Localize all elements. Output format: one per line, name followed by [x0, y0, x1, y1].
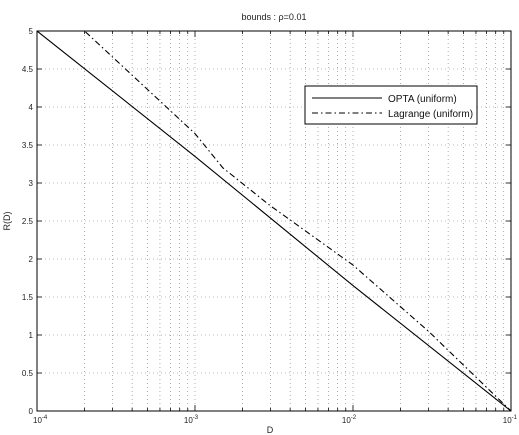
legend-box	[304, 85, 478, 125]
y-tick-label: 2	[29, 255, 34, 264]
y-tick-label: 3	[29, 179, 34, 188]
x-tick-label: 10-3	[184, 415, 199, 425]
x-tick-label: 10-1	[503, 415, 518, 425]
series-lines	[37, 31, 511, 411]
y-tick-label: 1.5	[22, 293, 34, 302]
y-tick-label: 3.5	[22, 141, 34, 150]
y-tick-label: 0.5	[22, 369, 34, 378]
x-axis-label: D	[267, 425, 274, 435]
y-tick-label: 0	[29, 407, 34, 416]
legend-label-opta: OPTA (uniform)	[388, 94, 457, 105]
y-tick-label: 4	[29, 103, 34, 112]
legend: OPTA (uniform) Lagrange (uniform)	[304, 85, 478, 125]
y-tick-label: 4.5	[22, 65, 34, 74]
x-tick-label: 10-2	[342, 415, 357, 425]
grid	[37, 31, 511, 411]
y-tick-label: 2.5	[22, 217, 34, 226]
y-tick-label: 5	[29, 27, 34, 36]
series-line-opta	[37, 31, 511, 411]
axis-ticks: 0 0.5 1 1.5 2 2.5 3 3.5 4 4.5 5 10-4 10-3 10-2 10-1	[22, 27, 518, 425]
y-tick-label: 1	[29, 331, 34, 340]
series-line-lagrange	[83, 31, 511, 411]
x-tick-label: 10-4	[33, 415, 48, 425]
legend-label-lagrange: Lagrange (uniform)	[388, 109, 473, 120]
chart-title: bounds : ρ=0.01	[242, 12, 307, 22]
y-axis-label: R(D)	[2, 212, 12, 231]
